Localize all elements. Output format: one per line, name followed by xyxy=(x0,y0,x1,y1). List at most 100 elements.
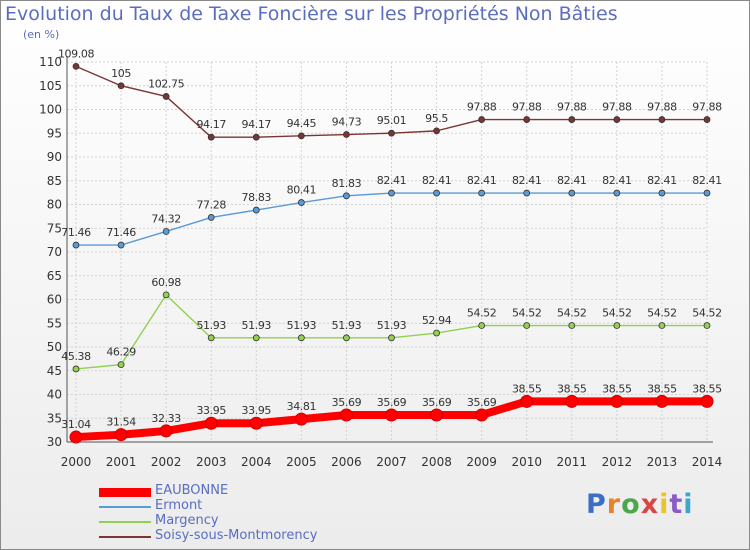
data-point xyxy=(69,430,83,444)
series-soisy-sous-montmorency: 109.08 105 102.75 94.17 94.17 94.45 94.73 95.01… xyxy=(58,47,723,141)
data-label: 35.69 xyxy=(377,396,407,409)
data-label: 54.52 xyxy=(602,307,632,320)
data-label: 94.45 xyxy=(287,117,317,130)
y-tick-label: 105 xyxy=(39,79,62,93)
data-label: 35.69 xyxy=(422,396,452,409)
data-label: 82.41 xyxy=(467,174,497,187)
data-point xyxy=(613,116,621,123)
y-tick-label: 95 xyxy=(47,126,62,140)
data-point xyxy=(658,116,666,123)
data-label: 34.81 xyxy=(287,400,317,413)
y-tick-label: 55 xyxy=(47,316,62,330)
y-tick-label: 90 xyxy=(47,150,62,164)
data-label: 54.52 xyxy=(557,307,587,320)
data-point xyxy=(568,116,576,123)
data-label: 97.88 xyxy=(467,101,497,114)
legend-label: Soisy-sous-Montmorency xyxy=(155,528,318,543)
data-label: 38.55 xyxy=(557,382,587,395)
legend-swatch xyxy=(99,521,151,523)
data-point xyxy=(297,132,305,140)
data-point xyxy=(117,361,125,369)
y-tick-label: 100 xyxy=(39,103,62,117)
chart-series: 109.08 105 102.75 94.17 94.17 94.45 94.73 95.01… xyxy=(58,47,723,444)
x-tick-label: 2010 xyxy=(511,455,542,469)
data-label: 51.93 xyxy=(332,319,362,332)
data-label: 78.83 xyxy=(242,191,272,204)
data-point xyxy=(117,241,125,249)
legend-swatch xyxy=(99,506,151,508)
legend-label: Ermont xyxy=(155,498,203,513)
data-label: 54.52 xyxy=(647,307,677,320)
y-tick-label: 85 xyxy=(47,174,62,188)
x-tick-label: 2004 xyxy=(241,455,272,469)
data-point xyxy=(207,133,215,141)
data-label: 109.08 xyxy=(58,47,94,60)
data-point xyxy=(388,189,395,197)
data-point xyxy=(568,322,576,329)
x-tick-label: 2006 xyxy=(331,455,362,469)
data-point xyxy=(388,334,395,342)
data-point xyxy=(72,241,80,249)
unit-label: (en %) xyxy=(23,28,60,41)
y-tick-label: 75 xyxy=(47,221,62,235)
data-point xyxy=(700,394,714,408)
data-label: 38.55 xyxy=(512,382,542,395)
data-point xyxy=(520,394,534,408)
data-label: 54.52 xyxy=(692,307,722,320)
data-point xyxy=(162,291,170,299)
y-tick-label: 80 xyxy=(47,198,62,212)
data-point xyxy=(159,424,173,438)
legend-swatch xyxy=(99,488,151,497)
data-label: 74.32 xyxy=(151,212,181,225)
data-point xyxy=(478,322,486,329)
data-label: 33.95 xyxy=(196,404,226,417)
data-point xyxy=(339,408,353,422)
data-label: 97.88 xyxy=(602,101,632,114)
data-label: 95.5 xyxy=(425,112,448,125)
data-label: 95.01 xyxy=(377,114,407,127)
data-label: 51.93 xyxy=(196,319,226,332)
data-label: 51.93 xyxy=(377,319,407,332)
y-tick-label: 70 xyxy=(47,245,62,259)
data-point xyxy=(388,129,395,137)
data-point xyxy=(613,189,621,197)
brand-letter: x xyxy=(640,489,660,520)
y-tick-label: 45 xyxy=(47,364,62,378)
data-point xyxy=(207,334,215,342)
data-label: 82.41 xyxy=(647,174,677,187)
brand-logo: Proxiti xyxy=(586,489,694,520)
data-label: 54.52 xyxy=(512,307,542,320)
data-label: 94.17 xyxy=(196,118,226,131)
data-label: 45.38 xyxy=(61,350,91,363)
data-label: 33.95 xyxy=(242,404,272,417)
legend-label: Margency xyxy=(155,513,219,528)
data-label: 51.93 xyxy=(242,319,272,332)
data-point xyxy=(207,214,215,221)
data-label: 38.55 xyxy=(692,382,722,395)
legend-label: EAUBONNE xyxy=(155,483,229,498)
data-label: 46.29 xyxy=(106,346,136,359)
data-point xyxy=(343,131,350,138)
data-point xyxy=(565,394,579,408)
legend-swatch xyxy=(99,536,151,538)
data-label: 97.88 xyxy=(647,101,677,114)
data-label: 105 xyxy=(111,67,131,80)
data-label: 38.55 xyxy=(602,382,632,395)
data-label: 97.88 xyxy=(557,101,587,114)
data-point xyxy=(658,189,666,197)
data-label: 60.98 xyxy=(151,276,181,289)
series-margency: 45.38 46.29 60.98 51.93 51.93 51.93 51.93 51.93… xyxy=(61,276,722,373)
data-label: 35.69 xyxy=(467,396,497,409)
data-point xyxy=(249,416,263,430)
data-point xyxy=(523,189,531,197)
x-tick-label: 2009 xyxy=(466,455,497,469)
data-label: 54.52 xyxy=(467,307,497,320)
data-label: 52.94 xyxy=(422,314,452,327)
data-point xyxy=(297,199,305,206)
data-point xyxy=(433,189,440,197)
y-tick-label: 60 xyxy=(47,293,62,307)
brand-letter: i xyxy=(659,489,670,520)
series-ermont: 71.46 71.46 74.32 77.28 78.83 80.41 81.83 82.41… xyxy=(61,174,722,249)
data-label: 82.41 xyxy=(512,174,542,187)
x-tick-label: 2014 xyxy=(692,455,723,469)
